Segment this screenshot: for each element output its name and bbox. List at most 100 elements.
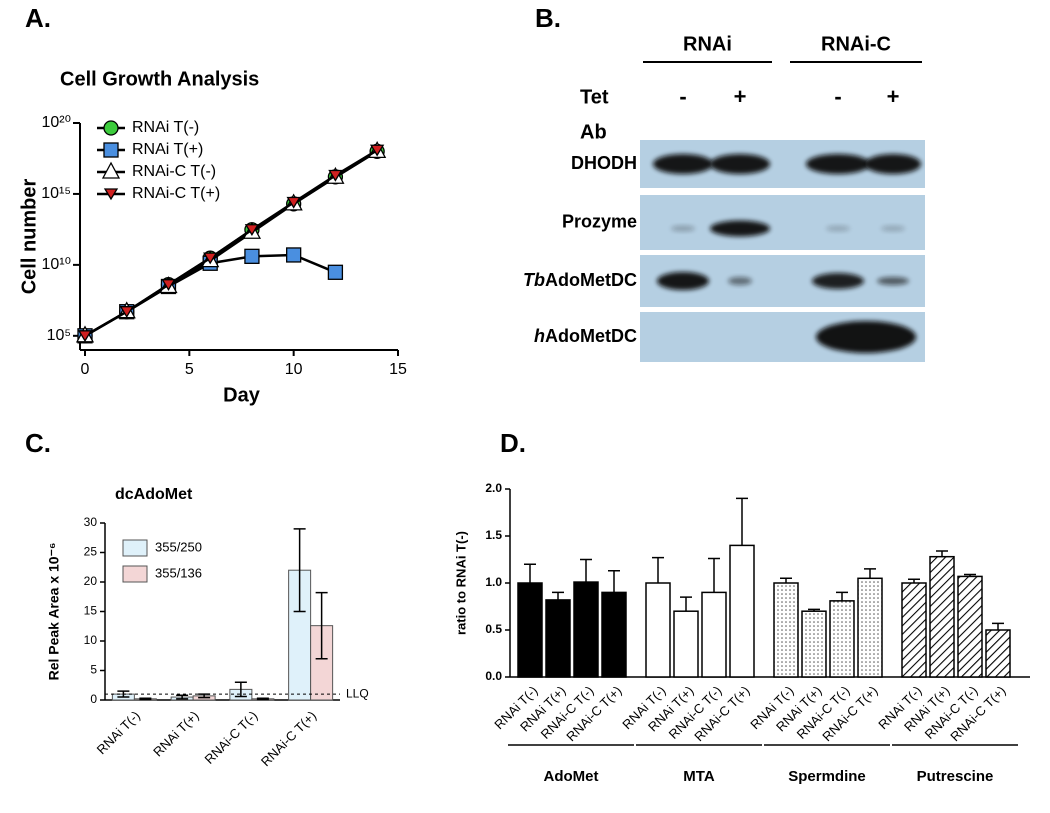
- legend-swatch: [122, 539, 148, 557]
- antibody-name: TbAdoMetDC: [523, 270, 637, 290]
- error-bar: [680, 596, 692, 612]
- legend-label: 355/250: [155, 539, 202, 554]
- y-tick-label: 10: [84, 633, 98, 647]
- blot-band: [881, 225, 905, 232]
- error-bar: [992, 622, 1004, 630]
- blot-band: [806, 154, 870, 174]
- marker: [203, 252, 218, 265]
- condition: -: [834, 84, 841, 109]
- y-axis-label: ratio to RNAi T(-): [453, 531, 468, 635]
- bar: [673, 610, 699, 678]
- legend-label: RNAi T(-): [132, 119, 199, 136]
- bar: [857, 577, 883, 678]
- bar: [773, 582, 799, 678]
- x-tick-label: 5: [185, 361, 194, 378]
- bar: [517, 582, 543, 678]
- error-bar: [736, 497, 748, 546]
- group-label: Spermdine: [788, 768, 866, 785]
- antibody-text: DHODH: [571, 153, 637, 173]
- legend-label: RNAi-C T(+): [132, 185, 220, 202]
- bar: [729, 544, 755, 678]
- antibody-label: Ab: [580, 121, 607, 143]
- error-bar: [608, 570, 620, 593]
- y-tick-label: 2.0: [485, 481, 502, 495]
- panel-label: D.: [500, 428, 526, 458]
- legend-marker: [103, 142, 119, 158]
- antibody-text: AdoMetDC: [545, 270, 637, 290]
- error-bar: [176, 694, 189, 700]
- y-tick-label: 10¹⁰: [41, 256, 71, 273]
- marker: [369, 144, 385, 157]
- error-bar: [139, 697, 152, 701]
- panel-label: C.: [25, 428, 51, 458]
- panel-label: B.: [535, 3, 561, 33]
- y-tick-label: 0.5: [485, 622, 502, 636]
- chart-title: dcAdoMet: [115, 486, 193, 503]
- antibody-text: AdoMetDC: [545, 326, 637, 346]
- y-tick-label: 0.0: [485, 669, 502, 683]
- series-line: [84, 149, 378, 337]
- y-tick-label: 1.5: [485, 528, 502, 542]
- error-bar: [524, 563, 536, 583]
- x-tick-label: 0: [81, 361, 90, 378]
- x-tick-label: 15: [389, 361, 407, 378]
- bar: [929, 555, 955, 678]
- bar: [701, 591, 727, 678]
- group-label: AdoMet: [544, 768, 599, 785]
- bar: [957, 575, 983, 678]
- condition: +: [887, 84, 900, 109]
- bar: [801, 610, 827, 678]
- error-bar: [964, 573, 976, 577]
- group-label: MTA: [683, 768, 715, 785]
- error-bar: [864, 568, 876, 579]
- x-tick-label: RNAi-C T(+): [258, 708, 319, 769]
- error-bar: [708, 557, 720, 593]
- error-bar: [234, 681, 247, 698]
- error-bar: [256, 697, 269, 701]
- legend-swatch: [122, 565, 148, 583]
- blot-panel: [640, 195, 925, 250]
- blot-band: [877, 277, 909, 285]
- marker: [286, 196, 301, 209]
- y-tick-label: 10⁵: [47, 327, 71, 344]
- condition-label: Tet: [580, 86, 609, 108]
- error-bar: [293, 528, 306, 613]
- antibody-name: DHODH: [571, 153, 637, 173]
- blot-band: [710, 154, 770, 174]
- blot-band: [671, 225, 695, 232]
- x-tick-label: 10: [285, 361, 303, 378]
- marker: [77, 330, 93, 343]
- y-axis-label: Cell number: [18, 178, 40, 294]
- bar: [829, 600, 855, 678]
- chart-title: Cell Growth Analysis: [60, 68, 259, 90]
- error-bar: [780, 577, 792, 583]
- y-tick-label: 20: [84, 574, 98, 588]
- marker: [244, 224, 260, 236]
- legend-label: 355/136: [155, 565, 202, 580]
- y-axis-label: Rel Peak Area x 10⁻⁶: [46, 543, 62, 681]
- bar: [545, 599, 571, 678]
- bar: [573, 581, 599, 678]
- error-bar: [808, 608, 820, 612]
- group-label: RNAi-C: [821, 33, 891, 55]
- antibody-name: Prozyme: [562, 211, 637, 231]
- marker: [327, 264, 344, 280]
- y-tick-label: 0: [90, 692, 97, 706]
- x-tick-label: RNAi T(+): [150, 708, 202, 760]
- blot-band: [812, 273, 864, 289]
- y-tick-label: 5: [90, 663, 97, 677]
- condition: +: [734, 84, 747, 109]
- marker: [244, 248, 260, 264]
- error-bar: [936, 550, 948, 557]
- blot-band: [865, 154, 921, 174]
- blot-band: [710, 220, 770, 237]
- blot-band: [657, 272, 709, 290]
- group-label: RNAi: [683, 33, 732, 55]
- y-tick-label: 1.0: [485, 575, 502, 589]
- marker: [161, 279, 176, 291]
- antibody-text: Prozyme: [562, 211, 637, 231]
- legend-marker: [101, 161, 121, 179]
- bar: [645, 582, 671, 678]
- panel-label: A.: [25, 3, 51, 33]
